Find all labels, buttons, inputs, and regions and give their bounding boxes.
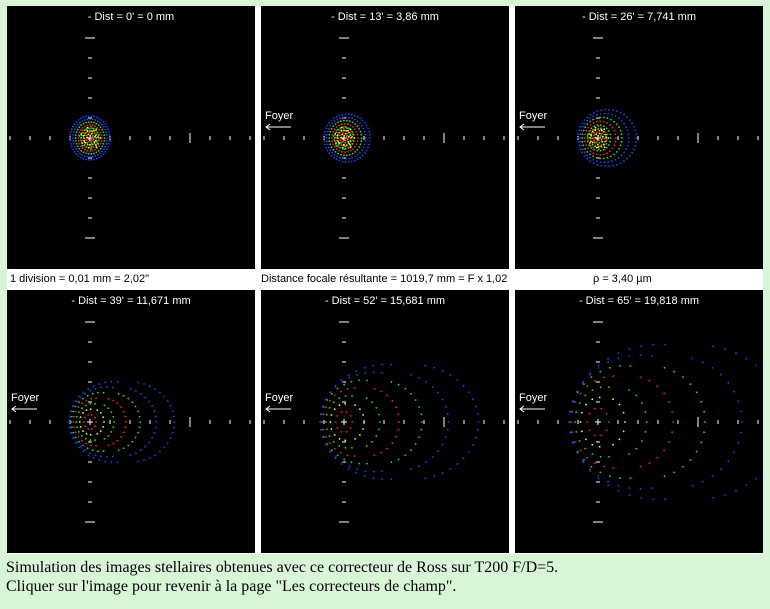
scale-info: 1 division = 0,01 mm = 2,02" [10,273,150,285]
panel-title-6: - Dist = 65' = 19,818 mm [578,295,700,307]
spot-panel-2: - Dist = 13' = 3,86 mm Foyer [261,6,509,269]
foyer-label-3: Foyer [519,110,548,122]
panel-title-1: - Dist = 0' = 0 mm [87,11,175,23]
foyer-label-4: Foyer [11,392,40,404]
spot-pattern [319,363,480,481]
axis-ticks [517,37,759,239]
spot-diagram-figure[interactable]: - Dist = 0' = 0 mm - Dist = 13' = 3,86 m… [7,6,763,554]
foyer-label-6: Foyer [519,392,548,404]
spot-pattern [68,380,176,464]
center-cross [341,419,347,425]
axis-ticks [9,37,251,239]
center-cross [595,419,601,425]
spot-plot-3 [517,37,759,239]
foyer-arrow-icon [519,405,545,413]
foyer-label-2: Foyer [265,110,294,122]
panel-title-3: - Dist = 26' = 7,741 mm [582,11,696,23]
info-strip: 1 division = 0,01 mm = 2,02" Distance fo… [7,270,763,288]
panel-title-4: - Dist = 39' = 11,671 mm [71,295,191,307]
center-cross [595,135,601,141]
foyer-arrow-icon [265,405,291,413]
spot-plot-4 [9,321,251,523]
caption-line-2[interactable]: Cliquer sur l'image pour revenir à la pa… [6,578,457,595]
spot-pattern [69,115,111,161]
axis-ticks [517,321,759,523]
spot-plot-6 [517,321,759,523]
axis-ticks [9,321,251,523]
spot-plot-2 [263,37,505,239]
caption: Simulation des images stellaires obtenue… [6,558,766,596]
spot-plot-1 [9,37,251,239]
center-cross [87,135,93,141]
spot-panel-1: - Dist = 0' = 0 mm [7,6,255,269]
spot-panel-5: - Dist = 52' = 15,681 mm Foyer [261,290,509,553]
spot-pattern [323,113,371,163]
focal-length-info: Distance focale résultante = 1019,7 mm =… [261,273,508,285]
spot-panel-3: - Dist = 26' = 7,741 mm Foyer [515,6,763,269]
foyer-arrow-icon [11,405,37,413]
center-cross [341,135,347,141]
rho-info: ρ = 3,40 µm [593,273,652,285]
spot-panel-6: - Dist = 65' = 19,818 mm Foyer [515,290,763,553]
spot-pattern [568,343,757,501]
spot-pattern [577,108,638,168]
spot-plot-5 [263,321,505,523]
foyer-arrow-icon [265,123,291,131]
foyer-arrow-icon [519,123,545,131]
axis-ticks [263,321,505,523]
caption-line-1: Simulation des images stellaires obtenue… [6,559,559,576]
spot-panel-4: - Dist = 39' = 11,671 mm Foyer [7,290,255,553]
center-cross [87,419,93,425]
panel-title-5: - Dist = 52' = 15,681 mm [324,295,446,307]
foyer-label-5: Foyer [265,392,294,404]
axis-ticks [263,37,505,239]
panel-title-2: - Dist = 13' = 3,86 mm [331,11,439,23]
